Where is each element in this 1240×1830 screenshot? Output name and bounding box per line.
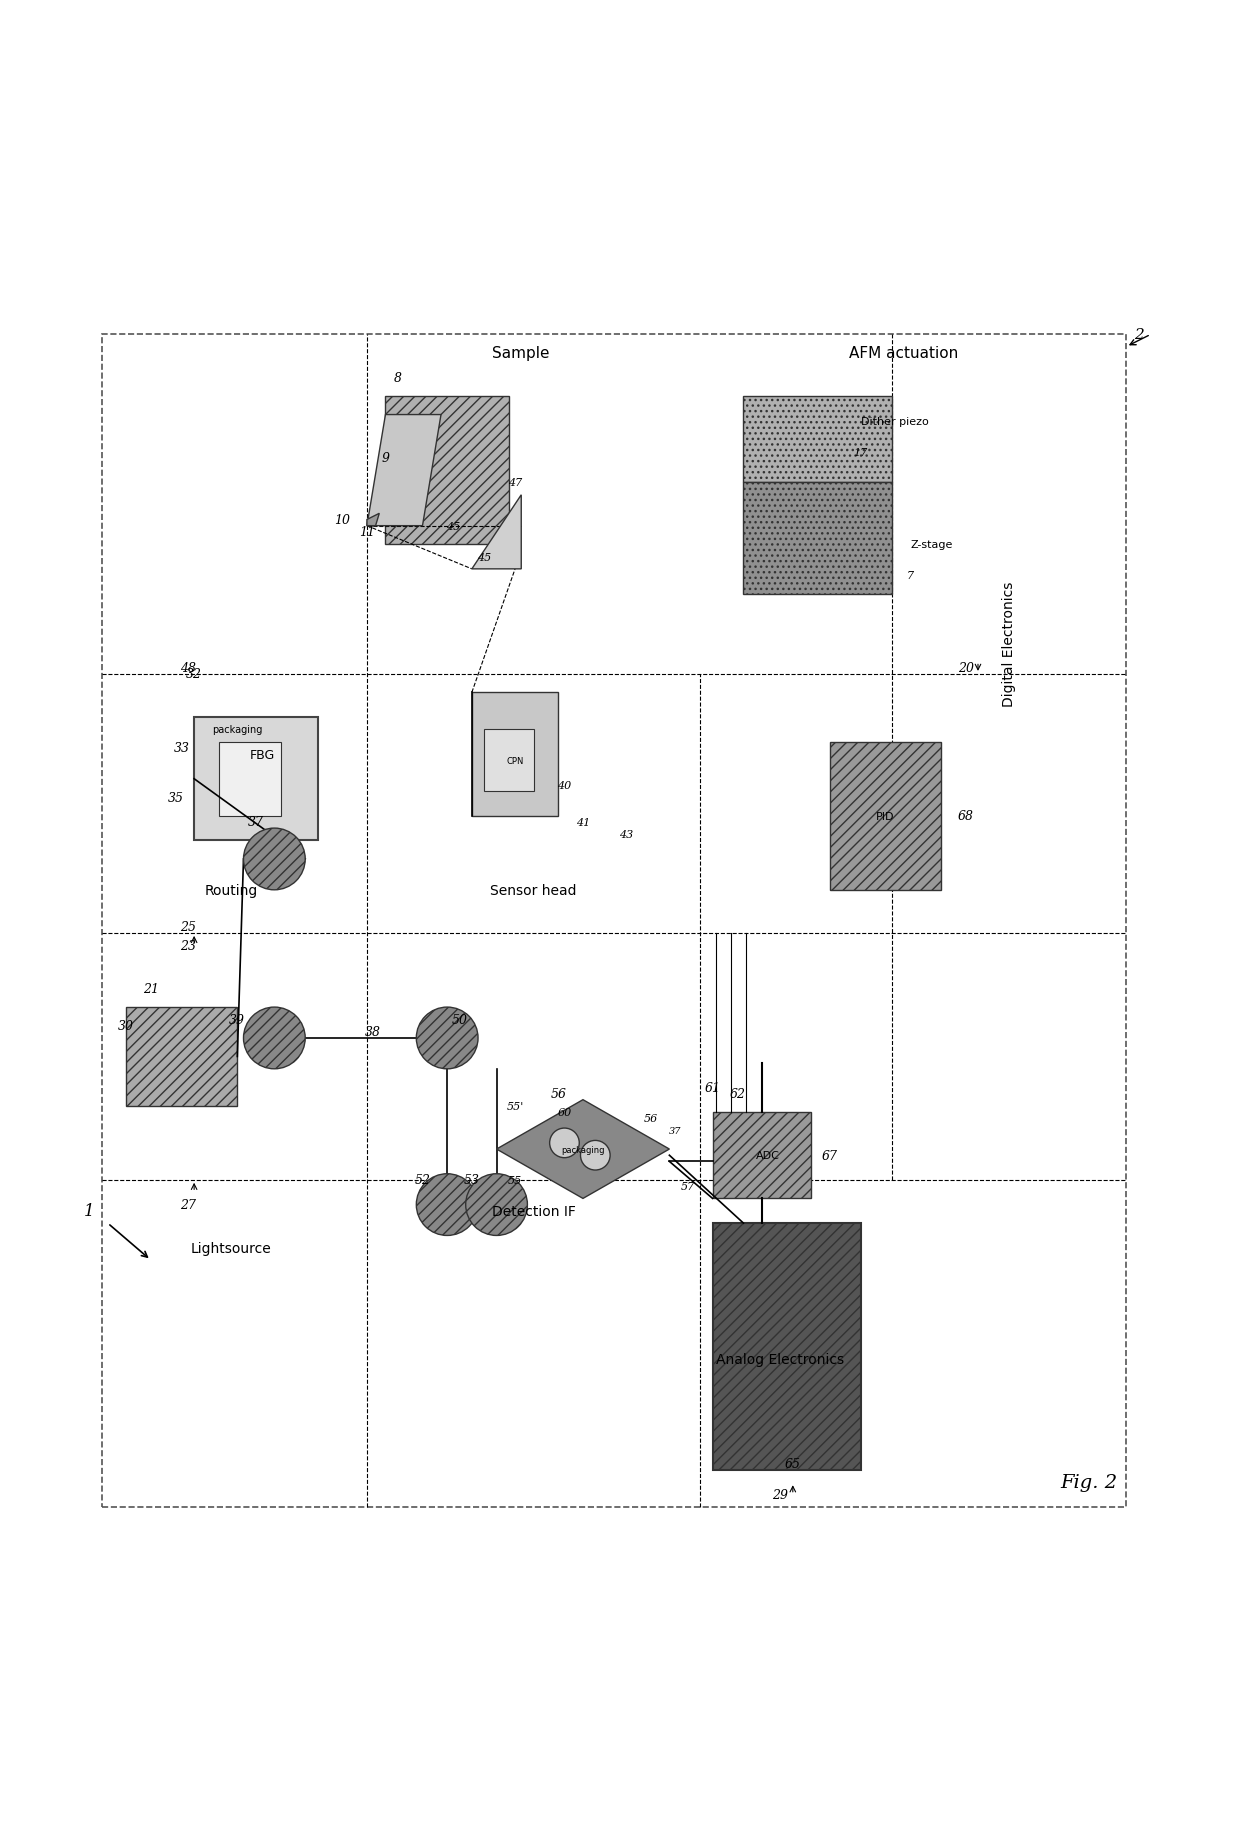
FancyBboxPatch shape	[744, 397, 892, 483]
Text: 62: 62	[729, 1087, 745, 1100]
Ellipse shape	[243, 1008, 305, 1069]
Ellipse shape	[580, 1140, 610, 1171]
Text: Dither piezo: Dither piezo	[861, 417, 929, 426]
Text: 61: 61	[704, 1082, 720, 1094]
Text: Lightsource: Lightsource	[191, 1241, 272, 1255]
Text: 55': 55'	[506, 1102, 523, 1111]
Text: 52: 52	[414, 1173, 430, 1188]
Text: 45: 45	[477, 553, 491, 562]
Text: 17: 17	[853, 447, 868, 458]
FancyBboxPatch shape	[713, 1224, 861, 1469]
FancyBboxPatch shape	[713, 1113, 811, 1199]
Ellipse shape	[243, 829, 305, 891]
Text: Sample: Sample	[492, 346, 551, 361]
Text: 48: 48	[180, 662, 196, 675]
Text: CPN: CPN	[506, 756, 523, 765]
Text: 57: 57	[681, 1182, 694, 1191]
Ellipse shape	[549, 1129, 579, 1158]
Bar	[195, 717, 317, 842]
FancyBboxPatch shape	[830, 743, 941, 891]
Text: ADC: ADC	[756, 1151, 780, 1160]
Polygon shape	[367, 514, 379, 527]
Text: 38: 38	[365, 1025, 381, 1039]
Text: Fig. 2: Fig. 2	[1060, 1473, 1117, 1491]
Text: 30: 30	[118, 1019, 134, 1032]
Text: 43: 43	[619, 829, 634, 840]
Text: 56: 56	[644, 1114, 658, 1124]
Ellipse shape	[466, 1175, 527, 1235]
Bar	[472, 694, 558, 816]
Bar	[218, 743, 280, 816]
Text: 29: 29	[773, 1488, 789, 1501]
Text: 9: 9	[382, 452, 389, 465]
Text: 10: 10	[335, 514, 350, 527]
Text: FBG: FBG	[249, 748, 274, 761]
Text: PID: PID	[877, 811, 894, 822]
Bar	[102, 335, 1126, 1508]
Text: 50: 50	[451, 1014, 467, 1027]
Text: 37: 37	[248, 816, 264, 829]
Text: 8: 8	[394, 371, 402, 384]
Text: 65: 65	[785, 1457, 801, 1471]
Text: Z-stage: Z-stage	[910, 540, 952, 549]
Text: 45: 45	[446, 522, 460, 531]
Polygon shape	[496, 1100, 670, 1199]
Text: 56: 56	[551, 1087, 567, 1100]
Text: 2: 2	[1133, 328, 1143, 342]
Ellipse shape	[417, 1175, 479, 1235]
Text: 32: 32	[186, 668, 202, 681]
Text: packaging: packaging	[212, 725, 263, 736]
Text: 47: 47	[508, 478, 522, 489]
Text: 40: 40	[557, 780, 572, 791]
Text: 39: 39	[229, 1014, 246, 1027]
Text: Detection IF: Detection IF	[491, 1204, 575, 1219]
Text: Digital Electronics: Digital Electronics	[1002, 580, 1016, 706]
Text: 53: 53	[464, 1173, 480, 1188]
Text: 55: 55	[508, 1175, 522, 1186]
Text: 27: 27	[180, 1199, 196, 1211]
Text: 20: 20	[957, 662, 973, 675]
Text: 7: 7	[906, 571, 914, 580]
Text: 60: 60	[557, 1107, 572, 1118]
Text: 37: 37	[670, 1127, 682, 1135]
Text: 23: 23	[180, 939, 196, 952]
FancyBboxPatch shape	[386, 397, 508, 545]
Text: 33: 33	[174, 741, 190, 756]
FancyBboxPatch shape	[126, 1008, 237, 1105]
Text: AFM actuation: AFM actuation	[849, 346, 959, 361]
Bar	[484, 730, 533, 792]
Text: 11: 11	[358, 525, 374, 540]
Text: 67: 67	[822, 1149, 838, 1162]
Text: 35: 35	[167, 791, 184, 805]
Polygon shape	[472, 496, 521, 569]
Text: 21: 21	[143, 983, 159, 996]
Text: Routing: Routing	[205, 884, 258, 897]
Text: Analog Electronics: Analog Electronics	[717, 1352, 844, 1367]
Text: packaging: packaging	[562, 1146, 605, 1155]
Text: 68: 68	[957, 811, 973, 824]
Polygon shape	[367, 415, 441, 527]
Text: 41: 41	[575, 818, 590, 827]
FancyBboxPatch shape	[744, 483, 892, 595]
Text: 25: 25	[180, 920, 196, 933]
Text: Sensor head: Sensor head	[490, 884, 577, 897]
Text: 1: 1	[84, 1202, 94, 1219]
Ellipse shape	[417, 1008, 479, 1069]
